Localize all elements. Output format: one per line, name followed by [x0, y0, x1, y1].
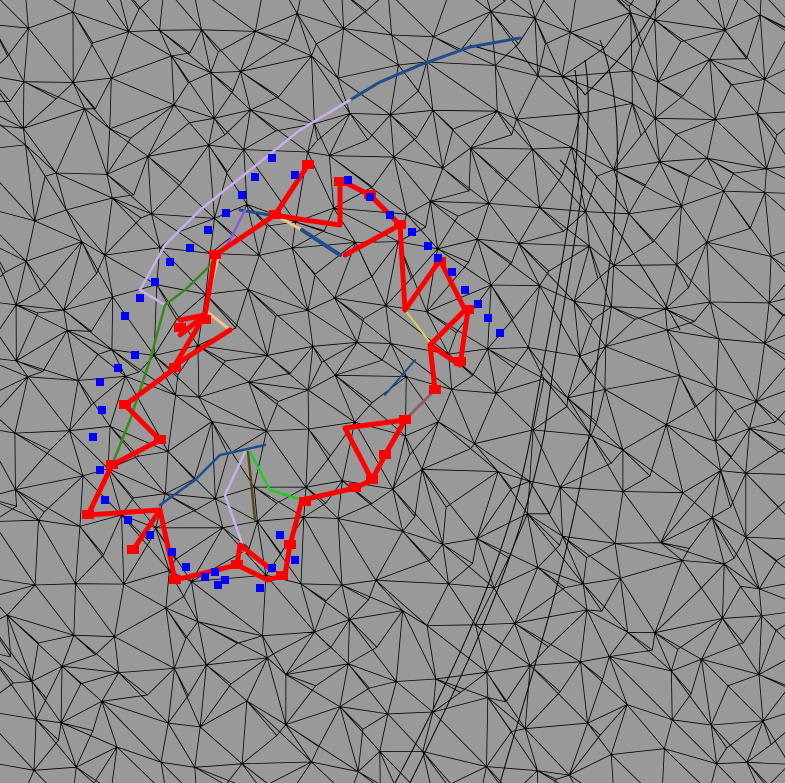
- vertex-marker: [366, 193, 374, 201]
- colored-segment: [404, 309, 433, 346]
- red-node: [394, 220, 406, 229]
- vertex-marker: [238, 191, 246, 199]
- red-node: [379, 450, 391, 459]
- red-node: [276, 571, 288, 580]
- fold-line: [469, 44, 586, 96]
- vertex-marker: [424, 242, 432, 250]
- colored-segment: [138, 98, 352, 307]
- colored-segment: [246, 450, 257, 522]
- red-node: [82, 510, 94, 519]
- vertex-marker: [136, 294, 144, 302]
- red-node: [119, 400, 131, 409]
- red-node: [169, 575, 181, 584]
- red-node: [399, 415, 411, 424]
- colored-segment: [384, 359, 416, 396]
- vertex-marker: [268, 564, 276, 572]
- vertex-marker: [168, 548, 176, 556]
- vertex-marker: [251, 173, 259, 181]
- vertex-marker: [98, 406, 106, 414]
- vertex-marker: [186, 244, 194, 252]
- colored-segment: [158, 443, 267, 507]
- red-path-segment: [397, 222, 443, 313]
- red-node: [269, 210, 281, 219]
- red-node: [454, 357, 466, 366]
- vertex-marker: [268, 154, 276, 162]
- red-node: [334, 177, 346, 186]
- vertex-marker: [461, 286, 469, 294]
- red-node: [127, 545, 139, 554]
- colored-segment: [223, 450, 247, 554]
- red-node: [154, 435, 166, 444]
- red-path-segment: [342, 222, 403, 258]
- red-path-segment: [172, 327, 233, 368]
- vertex-marker: [114, 364, 122, 372]
- vertex-marker: [182, 563, 190, 571]
- vertex-marker: [434, 254, 442, 262]
- vertex-marker: [96, 378, 104, 386]
- vertex-marker: [344, 176, 352, 184]
- vertex-marker: [276, 531, 284, 539]
- vertex-marker: [204, 226, 212, 234]
- colored-segment: [108, 256, 220, 472]
- fold-line: [394, 69, 579, 783]
- red-path-segment: [342, 417, 408, 483]
- vertex-marker: [291, 171, 299, 179]
- vertex-marker: [484, 314, 492, 322]
- red-node: [231, 560, 243, 569]
- red-path-segment: [130, 507, 163, 553]
- vertex-marker: [214, 581, 222, 589]
- red-node: [169, 363, 181, 372]
- vertex-marker: [496, 329, 504, 337]
- vertex-marker: [474, 300, 482, 308]
- fold-line: [584, 0, 661, 96]
- red-node: [302, 160, 314, 169]
- red-path-segment: [234, 542, 275, 573]
- vertex-markers: [89, 154, 504, 592]
- vertex-marker: [146, 531, 154, 539]
- vertex-marker: [222, 209, 230, 217]
- vertex-marker: [96, 466, 104, 474]
- red-node: [284, 540, 296, 549]
- red-path-segment: [457, 307, 471, 368]
- vertex-marker: [89, 433, 97, 441]
- red-node: [462, 305, 474, 314]
- vertex-marker: [221, 576, 229, 584]
- colored-segment: [248, 450, 304, 502]
- vertex-marker: [408, 228, 416, 236]
- red-node: [209, 250, 221, 259]
- colored-segment: [300, 228, 342, 257]
- vertex-marker: [101, 496, 109, 504]
- vertex-marker: [211, 568, 219, 576]
- vertex-marker: [291, 556, 299, 564]
- fold-line: [499, 39, 618, 783]
- vertex-marker: [386, 211, 394, 219]
- red-node: [199, 315, 211, 324]
- vertex-marker: [124, 516, 132, 524]
- vertex-marker: [131, 351, 139, 359]
- red-node: [174, 323, 186, 332]
- fold-line: [559, 159, 681, 331]
- mesh-fold-lines: [394, 0, 681, 783]
- fold-line: [409, 59, 589, 783]
- red-node: [299, 497, 311, 506]
- red-node: [349, 483, 361, 492]
- vertex-marker: [166, 258, 174, 266]
- vertex-marker: [121, 312, 129, 320]
- red-node: [106, 460, 118, 469]
- vertex-marker: [256, 584, 264, 592]
- red-path-segment: [85, 369, 288, 583]
- red-node: [429, 385, 441, 394]
- red-node: [366, 475, 378, 484]
- vertex-marker: [201, 573, 209, 581]
- vertex-marker: [448, 268, 456, 276]
- colored-segment: [348, 36, 522, 102]
- vertex-marker: [151, 278, 159, 286]
